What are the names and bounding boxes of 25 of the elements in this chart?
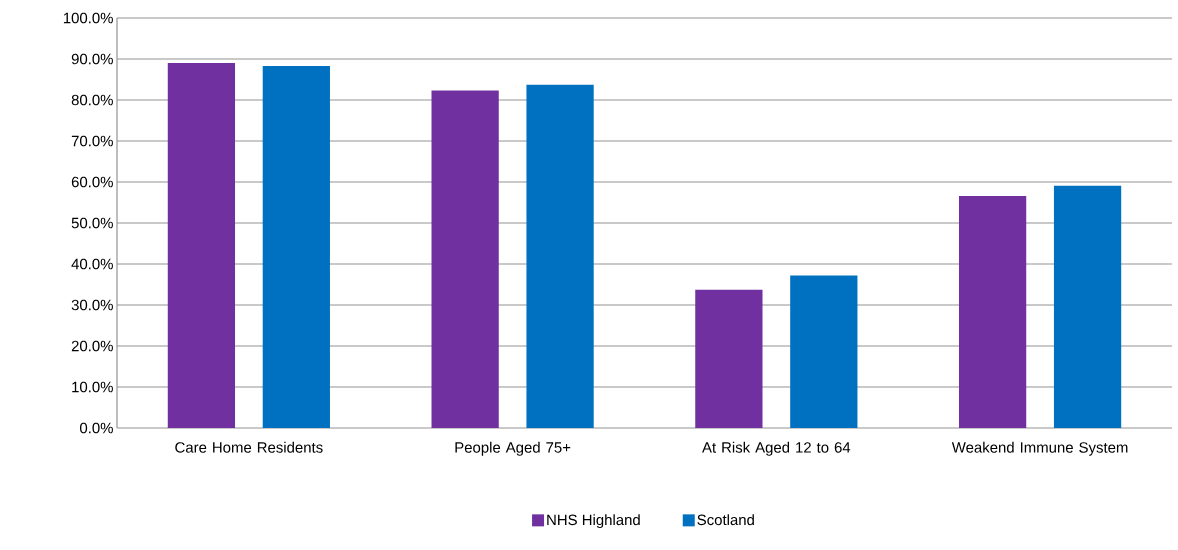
x-tick-label: People Aged 75+ bbox=[455, 441, 571, 456]
y-tick-label: 20.0% bbox=[71, 340, 113, 352]
y-tick-label: 30.0% bbox=[71, 299, 113, 311]
y-tick-label: 70.0% bbox=[71, 135, 113, 147]
y-tick-label: 90.0% bbox=[71, 53, 113, 65]
y-tick-label: 10.0% bbox=[72, 381, 113, 393]
bar bbox=[431, 90, 499, 428]
y-tick-label: 50.0% bbox=[71, 217, 113, 229]
legend-label: Scotland bbox=[697, 514, 754, 526]
y-tick-label: 80.0% bbox=[71, 94, 113, 106]
bar bbox=[695, 289, 763, 428]
bar bbox=[262, 65, 330, 428]
y-tick-label: 100.0% bbox=[63, 12, 113, 24]
y-tick-label: 40.0% bbox=[71, 258, 113, 270]
x-tick-label: Care Home Residents bbox=[175, 441, 323, 453]
x-tick-label: At Risk Aged 12 to 64 bbox=[702, 441, 851, 456]
x-tick-label: Weakend Immune System bbox=[951, 441, 1128, 456]
bar bbox=[958, 195, 1027, 428]
bar bbox=[790, 275, 858, 428]
bar bbox=[167, 63, 236, 428]
y-tick-label: 60.0% bbox=[71, 176, 113, 188]
legend-label: NHS Highland bbox=[547, 514, 640, 529]
bar bbox=[1053, 185, 1122, 428]
y-tick-label: 0.0% bbox=[80, 422, 113, 434]
bar bbox=[526, 84, 594, 428]
